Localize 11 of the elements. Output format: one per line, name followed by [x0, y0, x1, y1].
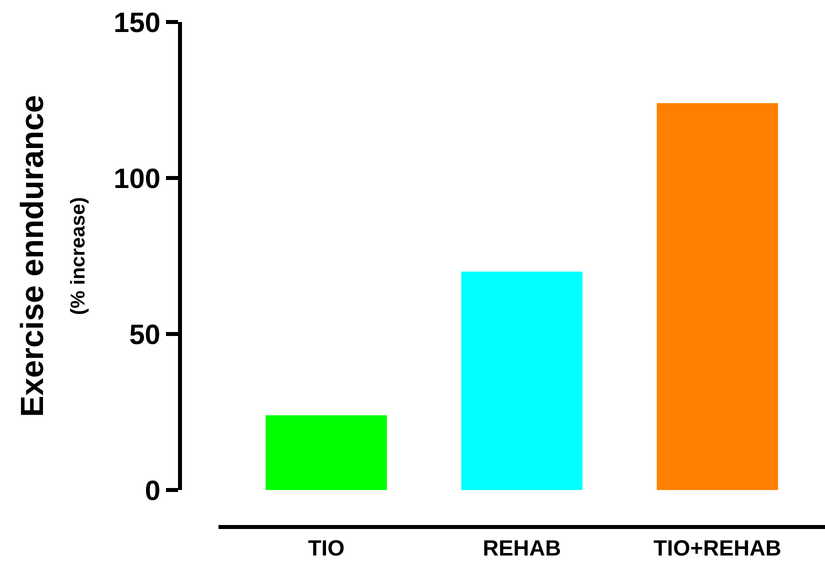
bar: [656, 103, 778, 490]
y-tick-label: 150: [114, 6, 160, 38]
bar: [461, 272, 582, 490]
y-tick-label: 0: [144, 474, 160, 506]
x-tick-label: TIO+REHAB: [654, 535, 782, 560]
y-tick-label: 100: [114, 162, 160, 194]
bar: [266, 415, 387, 490]
y-tick-label: 50: [129, 318, 160, 350]
y-axis-title: Exercise enndurance (% increase): [14, 95, 90, 418]
x-tick-label: REHAB: [482, 535, 561, 560]
x-tick-label: TIO: [308, 535, 345, 560]
